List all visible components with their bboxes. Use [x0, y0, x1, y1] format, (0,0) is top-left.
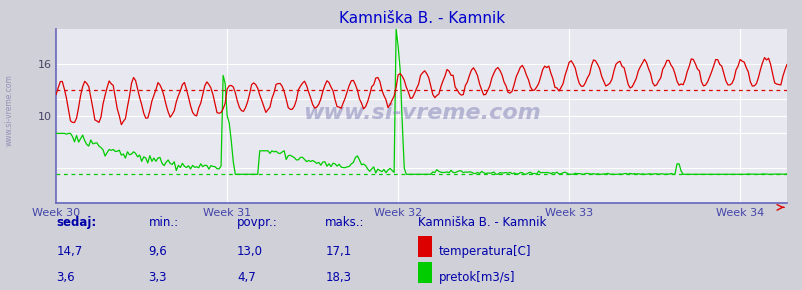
Text: maks.:: maks.:: [325, 216, 364, 229]
Text: 3,3: 3,3: [148, 271, 167, 284]
Text: 3,6: 3,6: [56, 271, 75, 284]
Text: 13,0: 13,0: [237, 245, 262, 258]
Text: povpr.:: povpr.:: [237, 216, 277, 229]
Text: Kamniška B. - Kamnik: Kamniška B. - Kamnik: [417, 216, 545, 229]
Text: 4,7: 4,7: [237, 271, 255, 284]
Text: 14,7: 14,7: [56, 245, 83, 258]
Title: Kamniška B. - Kamnik: Kamniška B. - Kamnik: [338, 11, 504, 26]
Text: 18,3: 18,3: [325, 271, 350, 284]
Text: www.si-vreme.com: www.si-vreme.com: [5, 74, 14, 146]
Text: www.si-vreme.com: www.si-vreme.com: [302, 103, 540, 122]
Text: 9,6: 9,6: [148, 245, 167, 258]
Text: 17,1: 17,1: [325, 245, 351, 258]
Text: min.:: min.:: [148, 216, 179, 229]
Text: sedaj:: sedaj:: [56, 216, 96, 229]
Text: pretok[m3/s]: pretok[m3/s]: [438, 271, 514, 284]
Text: temperatura[C]: temperatura[C]: [438, 245, 530, 258]
